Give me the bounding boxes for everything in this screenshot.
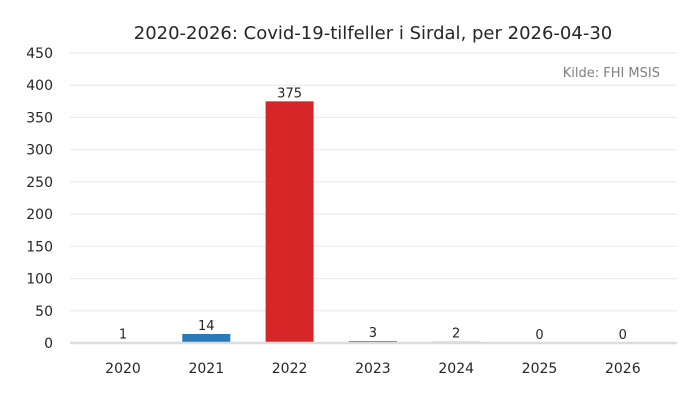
y-tick-label: 150: [26, 239, 53, 255]
x-tick-label: 2023: [355, 361, 391, 377]
x-tick-label: 2026: [605, 361, 641, 377]
bar-value-label: 2: [452, 327, 460, 342]
x-tick-label: 2022: [272, 361, 308, 377]
y-tick-label: 50: [35, 304, 53, 320]
bar-value-label: 0: [535, 328, 543, 343]
y-tick-label: 200: [26, 207, 53, 223]
y-tick-label: 400: [26, 78, 53, 94]
bar: [265, 101, 314, 343]
x-axis-ticks: 2020 2021 2022 2023 2024 2025 2026: [105, 361, 641, 377]
x-tick-label: 2024: [438, 361, 474, 377]
bar-value-label: 1: [119, 327, 127, 342]
bar-value-label: 3: [369, 326, 377, 341]
y-tick-label: 300: [26, 143, 53, 159]
y-tick-label: 100: [26, 272, 53, 288]
bar-value-label: 375: [277, 86, 302, 101]
y-tick-label: 250: [26, 175, 53, 191]
bar-value-label: 14: [198, 319, 215, 334]
value-labels: 1 14 375 3 2 0 0: [119, 86, 627, 343]
grid: [70, 52, 677, 312]
y-axis-ticks: 0 50 100 150 200 250 300 350 400 450: [26, 46, 53, 352]
x-tick-label: 2025: [522, 361, 558, 377]
y-tick-label: 0: [44, 336, 53, 352]
bars: [99, 101, 481, 343]
bar-value-label: 0: [619, 328, 627, 343]
chart-title: 2020-2026: Covid-19-tilfeller i Sirdal, …: [134, 23, 613, 44]
y-tick-label: 350: [26, 110, 53, 126]
x-tick-label: 2021: [188, 361, 224, 377]
x-tick-label: 2020: [105, 361, 141, 377]
chart-source: Kilde: FHI MSIS: [563, 66, 660, 81]
y-tick-label: 450: [26, 46, 53, 62]
bar: [182, 333, 231, 343]
